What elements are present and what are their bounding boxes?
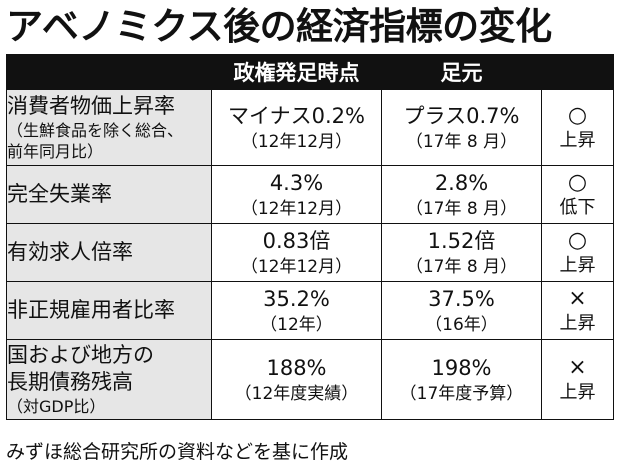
indicator-label-line: （生鮮食品を除く総合、 (7, 121, 184, 140)
circle-mark-icon: ○ (567, 227, 588, 253)
at-inauguration-value: 4.3% (269, 170, 324, 195)
at-inauguration-cell: 35.2% （12年） (211, 281, 382, 340)
header-evaluation (541, 54, 614, 90)
current-value: プラス0.7% (403, 103, 520, 128)
current-date: （17年度予算） (399, 383, 524, 404)
evaluation-cell: ○ 上昇 (541, 223, 614, 282)
at-inauguration-cell: 4.3% （12年12月） (211, 165, 382, 224)
current-value: 2.8% (434, 170, 489, 195)
trend-label: 上昇 (559, 129, 596, 151)
trend-label: 低下 (559, 196, 596, 218)
trend-label: 上昇 (559, 381, 596, 403)
at-inauguration-value: 35.2% (263, 286, 330, 311)
evaluation-cell: × 上昇 (541, 281, 614, 340)
at-inauguration-value: 188% (266, 355, 327, 380)
current-date: （17年 8 月） (405, 131, 518, 152)
indicator-label-cell: 有効求人倍率 (6, 223, 212, 282)
cross-mark-icon: × (568, 285, 587, 311)
indicator-label-cell: 消費者物価上昇率 （生鮮食品を除く総合、 前年同月比） (6, 89, 212, 166)
trend-label: 上昇 (559, 312, 596, 334)
trend-label: 上昇 (559, 254, 596, 276)
at-inauguration-date: （12年度実績） (234, 383, 359, 404)
circle-mark-icon: ○ (567, 169, 588, 195)
indicator-label-line: 長期債務残高 (7, 370, 134, 394)
at-inauguration-date: （12年12月） (240, 131, 353, 152)
evaluation-cell: ○ 上昇 (541, 89, 614, 166)
at-inauguration-cell: 188% （12年度実績） (211, 339, 382, 420)
current-cell: 198% （17年度予算） (381, 339, 542, 420)
indicator-label-line: （対GDP比） (7, 397, 106, 416)
circle-mark-icon: ○ (567, 102, 588, 128)
indicator-label-cell: 国および地方の 長期債務残高 （対GDP比） (6, 339, 212, 420)
at-inauguration-date: （12年12月） (240, 198, 353, 219)
header-at-inauguration: 政権発足時点 (211, 54, 382, 90)
at-inauguration-date: （12年） (260, 314, 333, 335)
at-inauguration-cell: 0.83倍 （12年12月） (211, 223, 382, 282)
current-date: （17年 8 月） (405, 256, 518, 277)
indicator-table: 政権発足時点 足元 消費者物価上昇率 （生鮮食品を除く総合、 前年同月比） マイナス0… (6, 54, 614, 420)
evaluation-cell: × 上昇 (541, 339, 614, 420)
table-row: 非正規雇用者比率 35.2% （12年） 37.5% （16年） × 上昇 (6, 281, 614, 340)
at-inauguration-cell: マイナス0.2% （12年12月） (211, 89, 382, 166)
current-date: （16年） (425, 314, 498, 335)
header-indicator (6, 54, 212, 90)
indicator-label-line: 消費者物価上昇率 (7, 94, 176, 118)
current-date: （17年 8 月） (405, 198, 518, 219)
source-note: みずほ総合研究所の資料などを基に作成 (6, 441, 349, 463)
cross-mark-icon: × (568, 354, 587, 380)
current-cell: 2.8% （17年 8 月） (381, 165, 542, 224)
current-cell: 37.5% （16年） (381, 281, 542, 340)
current-value: 37.5% (428, 286, 495, 311)
indicator-label-cell: 非正規雇用者比率 (6, 281, 212, 340)
table-row: 消費者物価上昇率 （生鮮食品を除く総合、 前年同月比） マイナス0.2% （12年12月… (6, 89, 614, 166)
at-inauguration-date: （12年12月） (240, 256, 353, 277)
evaluation-cell: ○ 低下 (541, 165, 614, 224)
current-value: 198% (431, 355, 492, 380)
indicator-label-line: 非正規雇用者比率 (7, 298, 176, 322)
indicator-label-cell: 完全失業率 (6, 165, 212, 224)
page-title: アベノミクス後の経済指標の変化 (6, 5, 552, 48)
header-current: 足元 (381, 54, 542, 90)
indicator-label-line: 完全失業率 (7, 182, 113, 206)
indicator-label-line: 前年同月比） (7, 142, 104, 161)
at-inauguration-value: マイナス0.2% (228, 103, 365, 128)
current-value: 1.52倍 (427, 228, 496, 253)
current-cell: プラス0.7% （17年 8 月） (381, 89, 542, 166)
indicator-label-line: 国および地方の (7, 343, 155, 367)
header-row: 政権発足時点 足元 (6, 54, 614, 90)
indicator-label-line: 有効求人倍率 (7, 240, 134, 264)
table-row: 完全失業率 4.3% （12年12月） 2.8% （17年 8 月） ○ 低下 (6, 165, 614, 224)
table-row: 有効求人倍率 0.83倍 （12年12月） 1.52倍 （17年 8 月） ○ 上昇 (6, 223, 614, 282)
at-inauguration-value: 0.83倍 (262, 228, 331, 253)
current-cell: 1.52倍 （17年 8 月） (381, 223, 542, 282)
table-row: 国および地方の 長期債務残高 （対GDP比） 188% （12年度実績） 198% （17年… (6, 339, 614, 420)
